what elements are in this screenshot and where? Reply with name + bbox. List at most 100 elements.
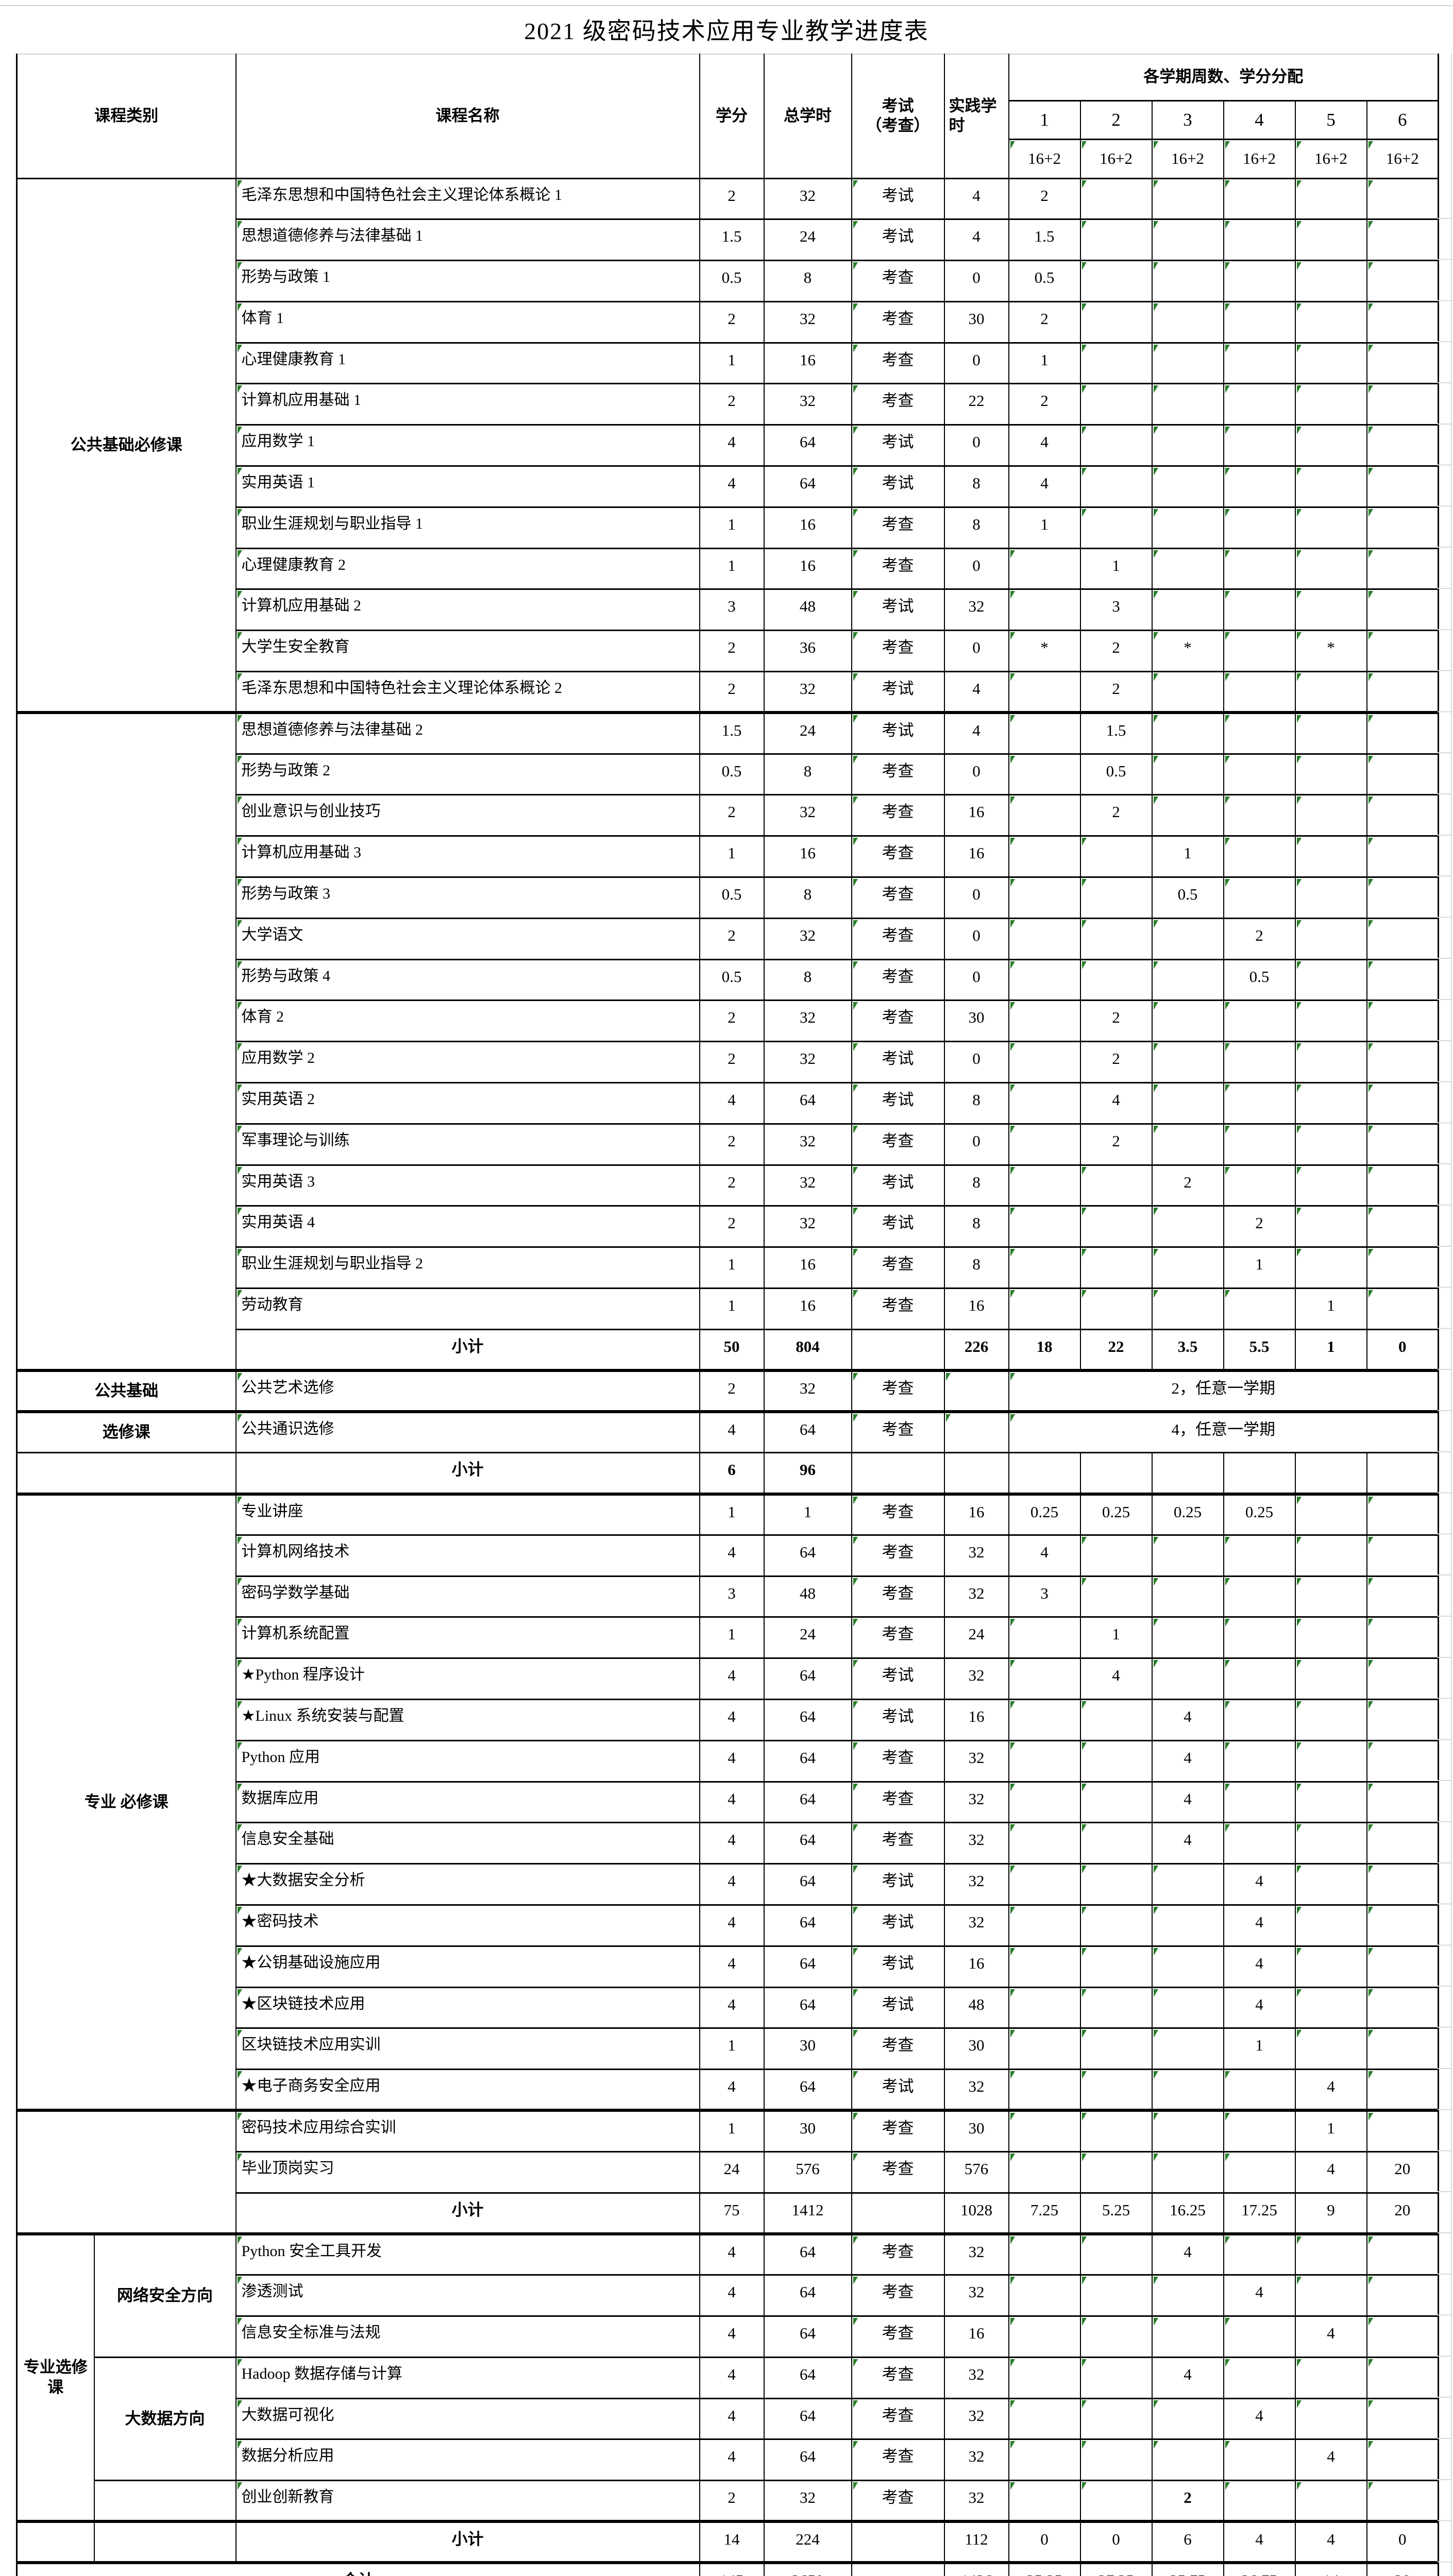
cell-error-indicator-icon [237,1374,242,1381]
cell-error-indicator-icon [1296,1497,1302,1504]
credits-cell: 4 [699,1657,765,1700]
exam-type-cell: 考试 [851,1205,945,1248]
cell-error-indicator-icon [945,1374,951,1381]
semester-credit-cell [1223,383,1296,426]
cell-error-indicator-icon [1082,2153,1087,2161]
cell-error-indicator-icon [1225,2482,1230,2490]
cell-error-indicator-icon [1368,755,1373,764]
cell-error-indicator-icon [1368,716,1373,723]
cell-error-indicator-icon [237,1497,242,1504]
cell-error-indicator-icon [1225,468,1230,476]
cell-error-indicator-icon [1010,1866,1015,1874]
semester-credit-cell [1079,1246,1153,1290]
cell-error-indicator-icon [853,2113,858,2121]
cell-error-indicator-icon [853,262,858,270]
course-name-cell: 形势与政策 3 [235,876,700,919]
semester-credit-cell: 0.5 [1223,958,1296,1002]
semester-credit-cell: 0.25 [1079,1492,1153,1536]
cell-error-indicator-icon [237,2030,242,2038]
semester-credit-cell: 1 [1294,2109,1367,2153]
semester-credit-cell: 2 [1079,671,1153,714]
semester-credit-cell [1223,2356,1296,2399]
semester-credit-cell [1151,1657,1224,1700]
semester-credit-cell [1008,958,1081,1002]
cell-error-indicator-icon [1296,1783,1302,1791]
cell-error-indicator-icon [853,1497,858,1504]
semester-credit-cell [1366,465,1439,508]
cell-error-indicator-icon [1225,2317,1230,2326]
practice-hours-cell: 30 [943,2109,1009,2153]
total-hours-cell: 8 [763,876,852,919]
subtotal-row: 小计 6 96 [16,1452,1439,1495]
cell-error-indicator-icon [1296,1249,1302,1257]
cell-error-indicator-icon [853,1414,858,1422]
credits-cell: 145 [699,2561,765,2576]
semester-credit-cell [1223,753,1296,796]
cell-error-indicator-icon [1153,1536,1158,1545]
practice-hours-cell: 0 [943,958,1009,1002]
semester-credit-cell [1151,1945,1224,1988]
semester-credit-cell [1366,1575,1439,1618]
total-hours-cell: 16 [763,1287,852,1330]
semester-credit-cell [1366,383,1439,426]
cell-error-indicator-icon [237,673,242,682]
cell-error-indicator-icon [853,2030,858,2038]
course-row: 专业选修课 网络安全方向 Python 安全工具开发 4 64 考查 32 4 [16,2232,1439,2522]
semester-credit-cell [1223,465,1296,508]
semester-credit-cell [1294,1246,1367,1290]
semester-credit-cell: 4 [1294,2150,1367,2194]
course-row: ★电子商务安全应用 4 64 考试 32 4 [17,2069,1439,2111]
exam-type-cell: 考查 [851,342,945,385]
semester-credit-cell [1008,2274,1081,2317]
credits-cell: 4 [699,1410,765,1454]
course-name-cell: 大学语文 [235,917,700,960]
cell-error-indicator-icon [237,1084,242,1093]
semester-credit-cell: 2 [1151,1164,1224,1207]
cell-error-indicator-icon [1296,2400,1302,2408]
semester-credit-cell: 0 [1008,2520,1081,2564]
cell-error-indicator-icon [1225,1619,1230,1627]
cell-error-indicator-icon [1153,2317,1158,2326]
cell-error-indicator-icon [1082,1208,1087,1216]
cell-error-indicator-icon [1153,1290,1158,1298]
total-hours-cell: 64 [763,1082,852,1125]
cell-error-indicator-icon [1296,344,1302,352]
credits-cell: 2 [699,177,765,221]
semester-credit-cell [1079,300,1153,344]
semester-credit-cell [1008,2480,1081,2522]
credits-cell: 2 [699,1164,765,1207]
semester-credit-cell [1151,1082,1224,1125]
practice-hours-cell: 16 [943,1698,1009,1741]
semester-credit-cell: 0.5 [1008,260,1081,302]
cell-error-indicator-icon [1225,2153,1230,2161]
exam-type-cell: 考查 [851,1822,945,1865]
cell-error-indicator-icon [1296,262,1302,270]
semester-credit-cell: 2 [1008,177,1081,221]
practice-hours-cell: 16 [943,794,1009,837]
course-name-cell: 实用英语 1 [235,465,700,508]
semester-note-cell: 4，任意一学期 [1008,1410,1439,1454]
semester-credit-cell [1366,2438,1439,2482]
semester-credit-cell: 20 [1366,2192,1439,2235]
cell-error-indicator-icon [1082,2277,1087,2285]
credits-cell: 0.5 [699,958,765,1002]
practice-hours-cell: 226 [943,1328,1009,1371]
exam-type-cell: 考查 [851,835,945,878]
semester-credit-cell [1294,1822,1367,1865]
cell-error-indicator-icon [237,344,242,352]
semester-credit-cell [1151,1616,1224,1659]
cell-error-indicator-icon [853,1208,858,1216]
total-hours-cell: 32 [763,917,852,960]
cell-error-indicator-icon [1010,1783,1015,1791]
practice-hours-cell: 0 [943,753,1009,796]
semester-credit-cell [1294,794,1367,837]
exam-type-cell: 考试 [851,1904,945,1947]
cell-error-indicator-icon [1296,1536,1302,1545]
semester-credit-cell [1366,1164,1439,1207]
credits-cell: 2 [699,383,765,426]
cell-error-indicator-icon [1368,632,1373,640]
cell-error-indicator-icon [1296,180,1302,188]
total-hours-cell: 32 [763,999,852,1043]
semester-credit-cell [1366,1452,1439,1495]
cell-error-indicator-icon [853,1619,858,1627]
